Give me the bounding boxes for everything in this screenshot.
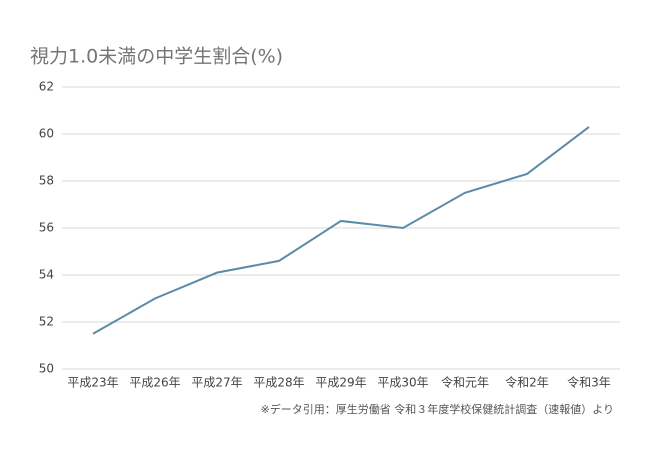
x-tick-label: 平成23年 bbox=[67, 376, 118, 390]
y-tick-label: 58 bbox=[39, 174, 54, 188]
x-tick-label: 令和2年 bbox=[505, 375, 549, 390]
line-series bbox=[92, 126, 590, 335]
x-tick-label: 令和元年 bbox=[441, 375, 489, 390]
x-tick-label: 令和3年 bbox=[567, 375, 611, 390]
source-note: ※データ引用：厚生労働省 令和３年度学校保健統計調査（速報値）より bbox=[261, 402, 615, 416]
chart-title: 視力1.0未満の中学生割合(%) bbox=[30, 46, 283, 68]
x-tick-label: 平成29年 bbox=[315, 376, 366, 390]
y-tick-label: 50 bbox=[39, 362, 54, 376]
x-tick-label: 平成28年 bbox=[253, 376, 304, 390]
y-tick-label: 62 bbox=[39, 80, 54, 94]
y-tick-label: 54 bbox=[39, 268, 54, 282]
x-tick-label: 平成27年 bbox=[191, 376, 242, 390]
y-tick-label: 52 bbox=[39, 315, 54, 329]
y-tick-label: 56 bbox=[39, 221, 54, 235]
y-tick-label: 60 bbox=[39, 127, 54, 141]
x-tick-label: 平成26年 bbox=[129, 376, 180, 390]
x-tick-label: 平成30年 bbox=[377, 376, 428, 390]
